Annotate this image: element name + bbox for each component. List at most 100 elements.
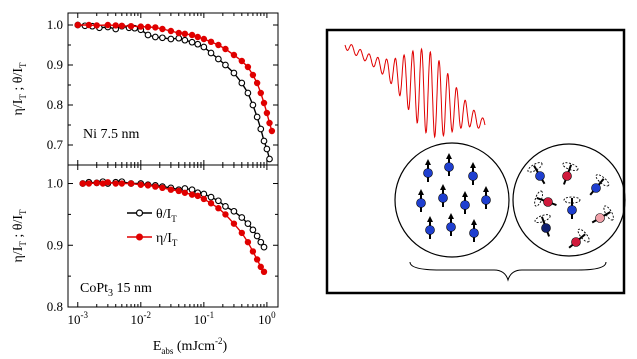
data-point <box>85 21 93 29</box>
data-point <box>175 29 182 37</box>
data-point <box>127 180 135 187</box>
data-point <box>137 181 145 188</box>
atom <box>468 171 478 181</box>
data-point <box>127 23 135 30</box>
bottom-y-ticks: 1.0 0.9 0.8 <box>47 176 278 314</box>
spin-arrow-head <box>425 159 431 165</box>
data-point <box>238 57 246 65</box>
data-point <box>238 214 246 221</box>
data-point <box>230 51 238 59</box>
precession-orbit <box>563 196 581 204</box>
data-point <box>159 184 166 192</box>
legend-label-eta: η/IT <box>156 231 178 248</box>
data-point <box>207 200 215 207</box>
data-point <box>249 71 257 79</box>
data-point <box>260 137 268 145</box>
data-point <box>238 229 246 237</box>
data-point <box>266 119 273 127</box>
atom <box>460 200 470 210</box>
data-point <box>260 268 268 276</box>
data-point <box>85 180 93 187</box>
data-point <box>112 180 119 187</box>
data-point <box>194 192 201 200</box>
data-point <box>244 63 252 71</box>
data-point <box>194 33 201 41</box>
data-point <box>151 33 159 41</box>
data-point <box>215 55 222 63</box>
data-point <box>207 49 215 57</box>
data-point <box>253 256 261 263</box>
y-tick-label: 0.7 <box>47 137 64 152</box>
series-line <box>82 181 265 273</box>
data-point <box>104 21 112 29</box>
atom <box>535 171 545 181</box>
spin-arrow-head <box>470 162 476 168</box>
data-point <box>253 79 261 87</box>
data-point <box>144 31 152 39</box>
atom <box>562 171 572 181</box>
data-point <box>159 34 166 42</box>
x-tick-label: 10-3 <box>68 310 89 327</box>
x-tick-label: 10-1 <box>194 310 215 327</box>
data-point <box>159 25 166 33</box>
top-series-group <box>74 21 276 163</box>
data-point <box>167 27 175 35</box>
data-point <box>257 238 265 246</box>
y-tick-label: 0.8 <box>47 299 63 314</box>
data-point <box>215 41 222 49</box>
data-point <box>263 145 271 153</box>
data-point <box>257 125 265 133</box>
disordered-spins-group <box>527 162 614 249</box>
data-point <box>230 220 238 227</box>
atom <box>444 162 454 172</box>
data-point <box>257 89 264 97</box>
data-point <box>167 35 175 43</box>
data-point <box>194 40 202 48</box>
data-point <box>244 238 252 246</box>
top-panel-annotation: Ni 7.5 nm <box>83 127 140 142</box>
data-point <box>266 155 273 163</box>
data-point <box>238 79 246 87</box>
data-point <box>188 38 196 46</box>
data-point <box>152 24 159 31</box>
atom <box>416 198 426 208</box>
precession-orbit <box>603 205 614 221</box>
data-point <box>230 207 238 215</box>
data-point <box>268 127 276 135</box>
top-y-axis-label: η/IT ; θ/IT <box>11 62 28 116</box>
legend-entry-eta: η/IT <box>127 231 178 248</box>
legend-marker-theta <box>135 209 144 217</box>
atom <box>595 213 605 223</box>
data-point <box>249 226 257 234</box>
data-point <box>200 43 208 51</box>
data-point <box>244 89 252 97</box>
spin-arrow-head <box>462 191 468 197</box>
atom <box>446 222 456 232</box>
data-point <box>215 205 222 212</box>
ordered-spins-group <box>416 153 491 242</box>
bottom-panel-annotation: CoPt3 15 nm <box>80 281 152 299</box>
data-point <box>207 38 215 45</box>
legend: θ/IT η/IT <box>127 207 178 248</box>
spin-arrow-head <box>418 189 424 195</box>
top-panel: 1.0 0.9 0.8 0.7 Ni 7.5 nm <box>47 12 279 166</box>
data-point <box>167 186 175 193</box>
precession-orbit <box>534 214 551 223</box>
data-point <box>181 30 189 37</box>
spin-arrow-head <box>471 219 477 225</box>
schematic-panel <box>325 28 626 295</box>
data-point <box>188 191 196 198</box>
data-point <box>263 109 271 117</box>
spin-arrow-head <box>448 213 454 219</box>
data-point <box>253 232 261 240</box>
data-point <box>152 183 159 190</box>
legend-label-theta: θ/IT <box>156 207 177 224</box>
ordered-spins-circle <box>394 142 510 258</box>
y-tick-label: 0.9 <box>47 237 63 252</box>
data-point <box>249 248 257 255</box>
data-point <box>222 203 229 210</box>
data-point <box>175 187 182 195</box>
x-axis-label: Eabs (mJcm-2) <box>153 336 228 356</box>
y-tick-label: 1.0 <box>47 176 63 191</box>
